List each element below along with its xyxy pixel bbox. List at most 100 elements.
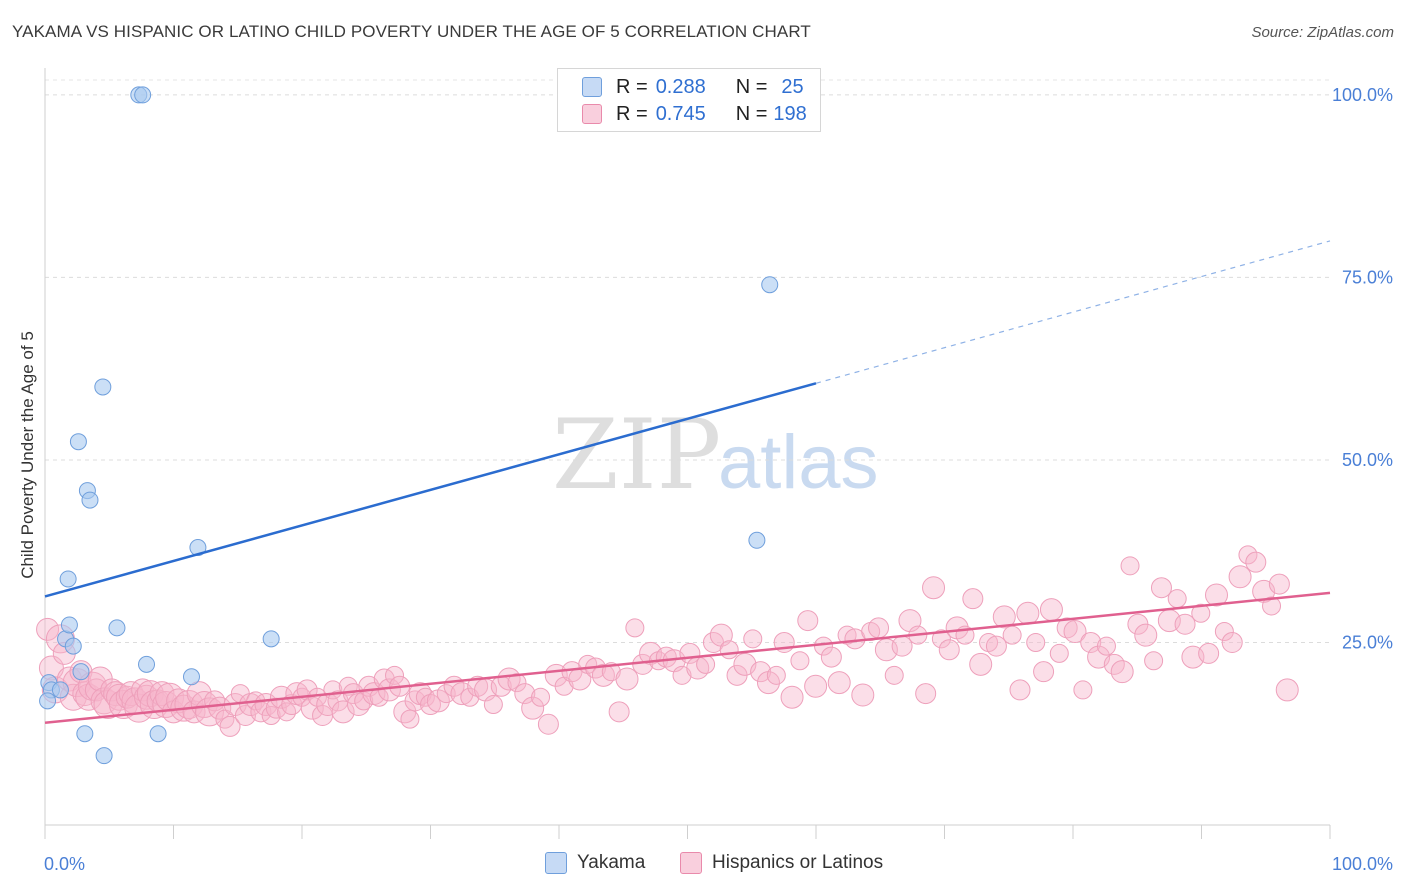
point-hispanic — [837, 625, 857, 645]
point-yakama — [182, 668, 200, 686]
point-hispanic — [922, 576, 946, 600]
point-hispanic — [938, 639, 960, 661]
point-hispanic — [521, 696, 545, 720]
series-name-hispanic: Hispanics or Latinos — [712, 852, 884, 873]
point-hispanic — [420, 694, 441, 716]
point-hispanic — [979, 632, 999, 652]
point-yakama — [76, 725, 94, 743]
x-tick-label: 100.0% — [1332, 854, 1393, 874]
series-legend-hispanic[interactable]: Hispanics or Latinos — [680, 852, 883, 874]
point-yakama — [81, 491, 99, 509]
point-yakama — [51, 681, 69, 699]
series-legend-yakama[interactable]: Yakama — [545, 852, 645, 874]
point-hispanic — [625, 618, 645, 638]
point-yakama — [748, 531, 766, 549]
point-hispanic — [385, 665, 405, 685]
series-legend: Yakama Hispanics or Latinos — [0, 852, 1406, 878]
point-hispanic — [790, 651, 810, 671]
point-hispanic — [868, 617, 890, 639]
point-hispanic — [1049, 643, 1069, 663]
point-hispanic — [1134, 623, 1158, 647]
point-hispanic — [851, 683, 875, 707]
point-hispanic — [696, 654, 716, 674]
legend-n-value-yakama: 25 — [781, 75, 804, 98]
series-swatch-yakama — [545, 852, 567, 874]
point-hispanic — [655, 646, 677, 668]
point-yakama — [138, 655, 156, 673]
point-hispanic — [1150, 577, 1172, 599]
point-hispanic — [985, 635, 1007, 657]
point-yakama — [134, 86, 152, 104]
point-hispanic — [1110, 660, 1134, 684]
point-yakama — [95, 747, 113, 765]
point-hispanic — [1009, 679, 1031, 701]
trendline-hispanic — [44, 591, 1331, 725]
point-hispanic — [1167, 589, 1187, 609]
point-hispanic — [208, 696, 232, 720]
point-hispanic — [1268, 573, 1290, 595]
point-hispanic — [1221, 631, 1243, 653]
point-hispanic — [1026, 632, 1046, 652]
point-hispanic — [1238, 545, 1258, 565]
y-tick-label: 50.0% — [1342, 450, 1393, 470]
point-hispanic — [331, 700, 355, 724]
legend-n-label: N = — [735, 102, 768, 125]
point-yakama — [64, 637, 82, 655]
point-hispanic — [1120, 556, 1140, 576]
series-name-yakama: Yakama — [577, 852, 646, 873]
point-hispanic — [766, 665, 786, 685]
point-yakama — [94, 378, 112, 396]
point-yakama — [69, 433, 87, 451]
trendline-yakama — [44, 382, 817, 598]
point-hispanic — [743, 629, 763, 649]
y-tick-label: 75.0% — [1342, 267, 1393, 287]
point-hispanic — [1262, 596, 1282, 616]
point-yakama — [761, 276, 779, 294]
series-swatch-hispanic — [680, 852, 702, 874]
point-hispanic — [1039, 598, 1063, 622]
point-hispanic — [507, 673, 527, 693]
point-hispanic — [1228, 565, 1252, 589]
point-yakama — [149, 725, 167, 743]
point-yakama — [72, 663, 90, 681]
legend-row-hispanic: R = 0.745 N = 198 — [582, 102, 807, 126]
point-hispanic — [531, 687, 551, 707]
point-hispanic — [467, 675, 489, 697]
y-tick-label: 100.0% — [1332, 85, 1393, 105]
point-hispanic — [969, 652, 993, 676]
point-hispanic — [1275, 678, 1299, 702]
point-hispanic — [1033, 661, 1055, 683]
legend-swatch-hispanic — [582, 104, 602, 124]
point-hispanic — [915, 683, 937, 705]
legend-n-label: N = — [735, 75, 768, 98]
point-hispanic — [1214, 622, 1234, 642]
point-hispanic — [537, 713, 559, 735]
source-credit: Source: ZipAtlas.com — [1251, 24, 1394, 41]
point-hispanic — [1073, 680, 1093, 700]
point-hispanic — [992, 605, 1016, 629]
point-yakama — [59, 570, 77, 588]
point-yakama — [108, 619, 126, 637]
point-hispanic — [820, 646, 842, 668]
point-hispanic — [780, 685, 804, 709]
point-hispanic — [962, 588, 984, 610]
point-hispanic — [608, 701, 630, 723]
point-hispanic — [1198, 642, 1220, 664]
point-hispanic — [1191, 603, 1211, 623]
trendline-yakama-extension — [815, 240, 1331, 384]
point-hispanic — [400, 709, 420, 729]
point-hispanic — [514, 683, 536, 705]
legend-n-value-hispanic: 198 — [773, 102, 807, 125]
legend-r-label: R = — [616, 75, 648, 98]
point-hispanic — [719, 640, 739, 660]
point-hispanic — [1245, 551, 1267, 573]
point-hispanic — [891, 635, 913, 657]
point-hispanic — [931, 629, 951, 649]
point-hispanic — [219, 715, 241, 737]
point-hispanic — [1080, 631, 1102, 653]
point-hispanic — [1174, 613, 1196, 635]
point-hispanic — [672, 665, 692, 685]
y-tick-label: 25.0% — [1342, 632, 1393, 652]
point-hispanic — [1056, 617, 1078, 639]
